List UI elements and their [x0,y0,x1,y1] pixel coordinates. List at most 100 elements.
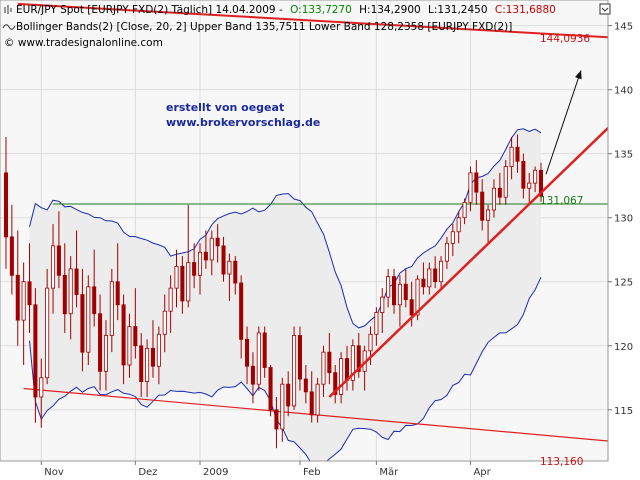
candle [39,358,44,428]
candle [386,268,391,308]
wave-icon [2,24,16,30]
candle [109,268,114,353]
candle [156,326,161,385]
rising-trend-line[interactable] [328,127,608,398]
candle [250,352,255,404]
candle [509,137,514,180]
candle [98,294,103,391]
candle [227,253,232,301]
y-tick-label: 115 [614,406,633,417]
forecast-arrow [545,70,582,175]
candle [527,172,532,205]
candle [92,249,97,327]
x-tick-label: Dez [138,467,157,478]
candlesticks [3,134,544,449]
candle [309,371,314,423]
candle [256,326,261,391]
candle [397,275,402,327]
candle [162,294,167,353]
x-tick-label: 2009 [203,467,228,478]
candle [180,256,185,314]
candle [403,268,408,308]
candle [321,345,326,397]
candle [515,134,520,173]
upper-trend-line[interactable] [17,2,608,39]
bollinger-lower-band [29,276,542,461]
upper-line-label: 144,0936 [540,33,590,45]
candle [62,243,67,333]
y-tick-label: 120 [614,342,633,353]
candle [533,166,538,193]
candle [268,364,273,417]
candle [215,224,220,263]
candle [68,256,73,340]
bollinger-upper-band [29,128,542,329]
settings-icon[interactable] [599,3,611,15]
candle [521,153,526,199]
x-axis: Nov Dez 2009 Feb Mär Apr [40,461,492,478]
candle [286,371,291,417]
chart-header: EUR/JPY Spot [EURJPY FXD(2) Täglich] 14.… [2,4,556,49]
candle [174,249,179,308]
candle [439,256,444,289]
candle [74,230,79,308]
candle [456,211,461,244]
candle [145,339,150,397]
plot-border [0,0,609,462]
candle [333,364,338,404]
candle [433,256,438,289]
candle [233,256,238,295]
arrow-head-icon [575,70,582,80]
candle [133,288,138,359]
candle [427,262,432,295]
y-tick-label: 130 [614,214,633,225]
candle [192,243,197,289]
candle [186,204,191,308]
annotation-url: www.brokervorschlag.de [166,116,320,129]
candle [245,326,250,385]
candle [86,275,91,365]
candle [303,364,308,404]
candle [9,204,14,295]
candle [197,243,203,295]
candle [80,268,85,372]
candle [280,377,285,442]
svg-text:EUR/JPY Spot [EURJPY FXD(2) T: EUR/JPY Spot [EURJPY FXD(2) Täglich] 14.… [16,4,556,16]
lower-line-label: 113,160 [540,456,583,468]
candle [380,288,385,333]
y-tick-label: 145 [614,22,633,33]
candle [392,268,397,314]
candle [486,204,491,244]
candle [262,326,267,378]
header-open: O:133,7270 [290,4,352,16]
y-tick-label: 135 [614,150,633,161]
candle [239,275,244,359]
candle [150,320,155,378]
candle [209,230,214,276]
candle [115,243,120,321]
candle [51,224,56,314]
x-tick-label: Nov [44,467,64,478]
y-tick-label: 140 [614,86,633,97]
y-axis: 115 120 125 130 135 140 145 [608,22,633,417]
candle [33,288,38,423]
annotation-author: erstellt von oegeat [166,101,284,114]
candle [480,179,485,231]
y-tick-label: 125 [614,278,633,289]
candle [503,160,508,205]
x-tick-label: Apr [473,467,491,478]
candle [450,224,455,257]
candle [27,243,32,333]
candle [421,262,426,295]
candle [350,339,355,391]
header-low: L:131,2450 [428,4,488,16]
candle [139,332,144,397]
candle [497,172,502,205]
candle [221,236,226,282]
candle [444,236,449,269]
candle [56,211,61,289]
header-copyright: © www.tradesignalonline.com [4,37,163,49]
header-close: C:131,6880 [495,4,556,16]
